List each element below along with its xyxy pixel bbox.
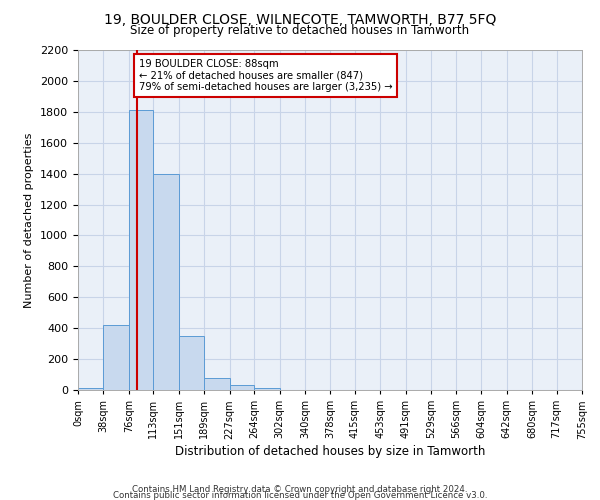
Text: Size of property relative to detached houses in Tamworth: Size of property relative to detached ho…	[130, 24, 470, 37]
Bar	[78, 388, 103, 390]
Bar	[179, 336, 204, 390]
Text: Contains HM Land Registry data © Crown copyright and database right 2024.: Contains HM Land Registry data © Crown c…	[132, 485, 468, 494]
Bar	[103, 325, 129, 390]
Bar	[154, 174, 179, 390]
Y-axis label: Number of detached properties: Number of detached properties	[25, 132, 34, 308]
Bar	[204, 378, 230, 390]
Text: 19 BOULDER CLOSE: 88sqm
← 21% of detached houses are smaller (847)
79% of semi-d: 19 BOULDER CLOSE: 88sqm ← 21% of detache…	[139, 60, 392, 92]
Text: Contains public sector information licensed under the Open Government Licence v3: Contains public sector information licen…	[113, 491, 487, 500]
Bar	[230, 386, 254, 390]
X-axis label: Distribution of detached houses by size in Tamworth: Distribution of detached houses by size …	[175, 446, 485, 458]
Bar	[254, 388, 280, 390]
Text: 19, BOULDER CLOSE, WILNECOTE, TAMWORTH, B77 5FQ: 19, BOULDER CLOSE, WILNECOTE, TAMWORTH, …	[104, 12, 496, 26]
Bar	[129, 110, 154, 390]
